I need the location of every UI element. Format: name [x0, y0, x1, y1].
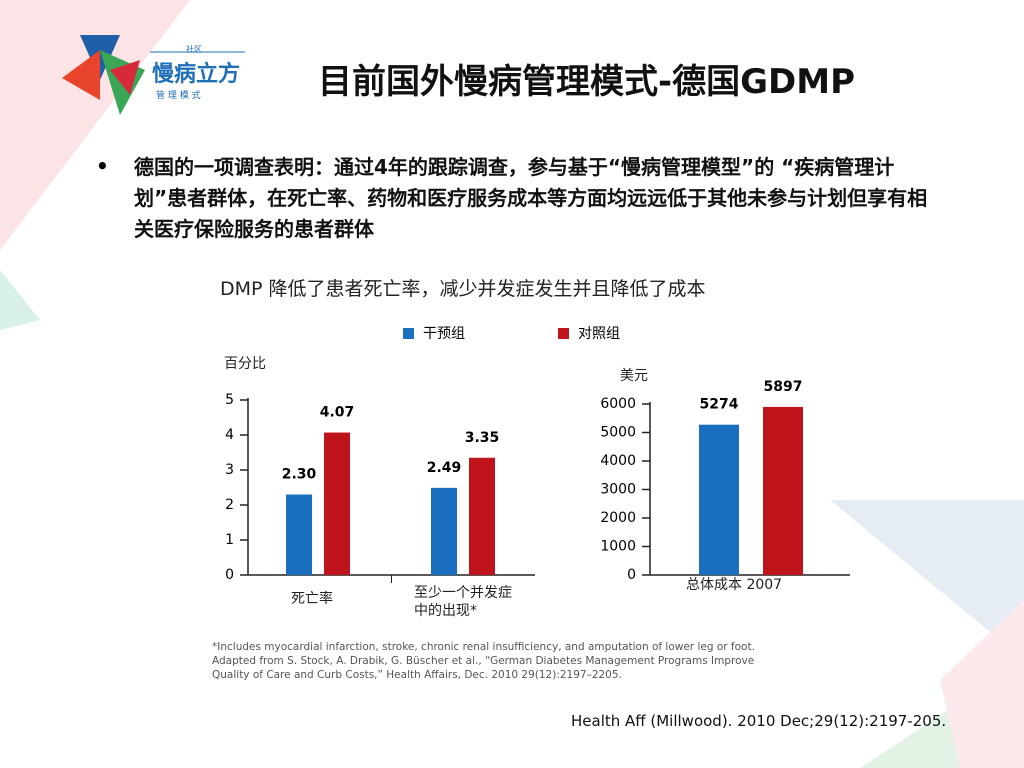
legend-swatch — [558, 328, 569, 339]
y-tick-label: 3 — [225, 462, 234, 478]
y-tick-label: 1000 — [600, 539, 636, 555]
y-tick-label: 1 — [225, 532, 234, 548]
value-label: 3.35 — [465, 430, 500, 446]
title: 目前国外慢病管理模式-德国GDMP — [318, 62, 855, 102]
footnote-line: *Includes myocardial infarction, stroke,… — [212, 641, 755, 653]
x-tick-label: 总体成本 2007 — [686, 577, 783, 593]
bar — [431, 487, 457, 575]
bar — [286, 494, 312, 575]
bar — [763, 406, 803, 575]
chart-heading: DMP 降低了患者死亡率，减少并发症发生并且降低了成本 — [220, 278, 706, 300]
bullet-dot: • — [96, 154, 109, 178]
value-label: 2.49 — [427, 460, 462, 476]
logo-shape — [62, 50, 100, 100]
legend-label: 干预组 — [423, 326, 465, 342]
y-tick-label: 0 — [627, 567, 636, 583]
footnote-line: Quality of Care and Curb Costs,” Health … — [212, 669, 622, 681]
deco — [0, 270, 40, 330]
citation: Health Aff (Millwood). 2010 Dec;29(12):2… — [571, 712, 947, 730]
legend-swatch — [403, 328, 414, 339]
y-tick-label: 5 — [225, 392, 234, 408]
y-axis-label: 美元 — [620, 368, 648, 384]
x-tick-label: 至少一个并发症中的出现* — [414, 585, 512, 619]
deco — [830, 500, 1024, 660]
value-label: 5897 — [764, 379, 803, 395]
logo-shape — [110, 60, 140, 95]
deco — [940, 600, 1024, 768]
y-tick-label: 4 — [225, 427, 234, 443]
footnote-line: Adapted from S. Stock, A. Drabik, G. Büs… — [212, 655, 755, 667]
bar — [699, 424, 739, 575]
y-tick-label: 4000 — [600, 453, 636, 469]
footnote: *Includes myocardial infarction, stroke,… — [212, 640, 755, 682]
value-label: 2.30 — [282, 467, 317, 483]
y-tick-label: 2000 — [600, 510, 636, 526]
bar — [469, 457, 495, 575]
y-tick-label: 3000 — [600, 482, 636, 498]
y-tick-label: 2 — [225, 497, 234, 513]
logo-name: 慢病立方 — [152, 62, 241, 87]
x-tick-label: 死亡率 — [291, 591, 333, 607]
value-label: 5274 — [700, 397, 739, 413]
y-tick-label: 5000 — [600, 425, 636, 441]
value-label: 4.07 — [320, 405, 355, 421]
logo-sub: 管 理 模 式 — [156, 91, 201, 101]
y-tick-label: 6000 — [600, 396, 636, 412]
logo-top: 社区 — [186, 45, 202, 54]
y-tick-label: 0 — [225, 567, 234, 583]
y-axis-label: 百分比 — [224, 356, 266, 372]
bullet-text: 德国的一项调查表明：通过4年的跟踪调查，参与基于“慢病管理模型”的 “疾病管理计… — [134, 155, 928, 241]
legend-label: 对照组 — [578, 326, 620, 342]
bar — [324, 432, 350, 575]
deco — [0, 0, 190, 250]
